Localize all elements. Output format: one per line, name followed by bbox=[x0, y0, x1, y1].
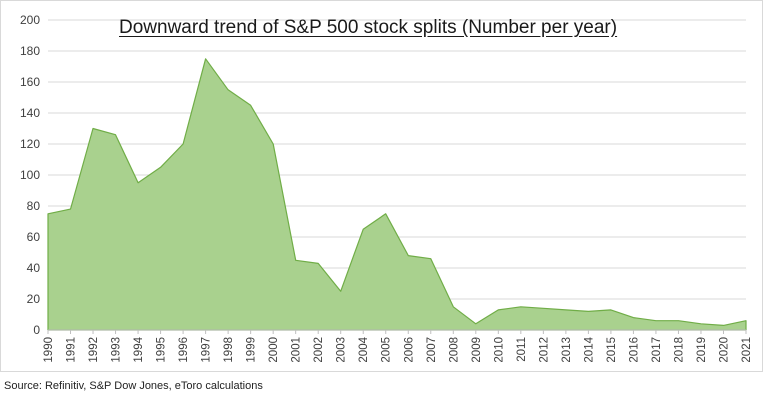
x-tick-label: 2000 bbox=[268, 337, 280, 363]
area-chart: 0 20 40 60 80 100 120 140 160 180 200 1990 1991 1992… bbox=[20, 13, 753, 363]
y-tick-label: 100 bbox=[20, 168, 40, 182]
x-tick-label: 1995 bbox=[156, 337, 168, 363]
x-tick-label: 1992 bbox=[88, 337, 100, 363]
x-tick-label: 2014 bbox=[583, 336, 595, 362]
x-tick-label: 1991 bbox=[66, 337, 78, 363]
y-tick-label: 160 bbox=[20, 75, 40, 89]
x-tick-labels: 1990 1991 1992 1993 1994 1995 1996 1997 1998 1999… bbox=[43, 330, 753, 363]
x-tick-label: 1998 bbox=[223, 337, 235, 363]
x-tick-label: 2017 bbox=[651, 337, 663, 363]
x-tick-label: 2013 bbox=[561, 337, 573, 363]
x-tick-label: 2018 bbox=[673, 337, 685, 363]
x-tick-label: 2016 bbox=[628, 337, 640, 363]
x-tick-label: 1990 bbox=[43, 337, 55, 363]
x-tick-label: 2008 bbox=[448, 337, 460, 363]
x-tick-label: 2015 bbox=[606, 337, 618, 363]
y-tick-label: 0 bbox=[33, 323, 40, 337]
x-tick-label: 2010 bbox=[493, 337, 505, 363]
x-tick-label: 2007 bbox=[426, 337, 438, 363]
y-tick-label: 20 bbox=[27, 292, 41, 306]
x-tick-label: 1997 bbox=[201, 337, 213, 363]
y-tick-label: 120 bbox=[20, 137, 40, 151]
y-tick-labels: 0 20 40 60 80 100 120 140 160 180 200 bbox=[20, 13, 40, 337]
x-tick-label: 1994 bbox=[133, 336, 145, 362]
x-tick-label: 2012 bbox=[538, 337, 550, 363]
chart-title: Downward trend of S&P 500 stock splits (… bbox=[119, 17, 618, 38]
source-note: Source: Refinitiv, S&P Dow Jones, eToro … bbox=[4, 380, 263, 392]
y-tick-label: 180 bbox=[20, 44, 40, 58]
x-tick-label: 2020 bbox=[718, 337, 730, 363]
x-tick-label: 2004 bbox=[358, 336, 370, 362]
x-tick-label: 2005 bbox=[381, 337, 393, 363]
x-tick-label: 1993 bbox=[111, 337, 123, 363]
x-tick-label: 2003 bbox=[336, 337, 348, 363]
x-tick-label: 2009 bbox=[471, 337, 483, 363]
chart-frame: 0 20 40 60 80 100 120 140 160 180 200 1990 1991 1992… bbox=[0, 0, 763, 372]
x-tick-label: 2001 bbox=[291, 337, 303, 363]
y-tick-label: 80 bbox=[27, 199, 41, 213]
x-tick-label: 2006 bbox=[403, 337, 415, 363]
x-tick-label: 1996 bbox=[178, 337, 190, 363]
y-tick-label: 200 bbox=[20, 13, 40, 27]
area-series bbox=[47, 58, 747, 331]
series-area bbox=[47, 58, 747, 331]
x-tick-label: 1999 bbox=[246, 337, 258, 363]
y-tick-label: 140 bbox=[20, 106, 40, 120]
x-tick-label: 2021 bbox=[741, 337, 753, 363]
y-tick-label: 60 bbox=[27, 230, 41, 244]
x-tick-label: 2002 bbox=[313, 337, 325, 363]
x-tick-label: 2011 bbox=[516, 337, 528, 362]
x-tick-label: 2019 bbox=[696, 337, 708, 363]
y-tick-label: 40 bbox=[27, 261, 41, 275]
